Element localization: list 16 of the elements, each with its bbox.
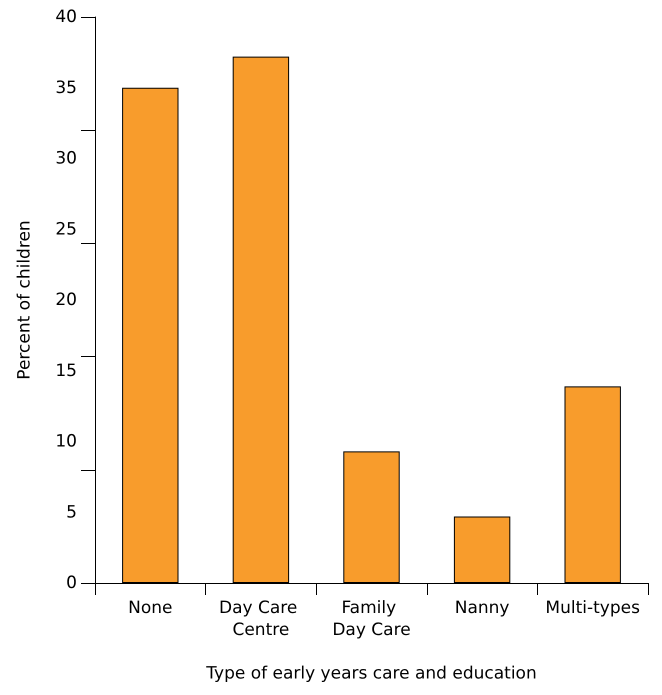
x-tick-label: Family Day Care bbox=[332, 598, 411, 640]
y-tick-label: 30 bbox=[55, 148, 77, 168]
y-tick-label: 40 bbox=[55, 7, 77, 27]
x-axis-title: Type of early years care and education bbox=[205, 664, 537, 684]
x-tick-label: Day Care Centre bbox=[219, 598, 303, 640]
y-tick-label: 10 bbox=[55, 432, 77, 452]
y-axis-title: Percent of children bbox=[14, 220, 34, 380]
y-tick-label: 35 bbox=[55, 78, 77, 98]
y-tick-label: 5 bbox=[66, 502, 77, 522]
x-tick-label: Multi-types bbox=[545, 598, 640, 618]
y-tick-label: 15 bbox=[55, 360, 77, 381]
y-tick-label: 0 bbox=[66, 573, 77, 593]
y-tick-label: 25 bbox=[55, 219, 77, 240]
x-tick-label: None bbox=[128, 598, 172, 618]
y-tick-label: 20 bbox=[55, 290, 77, 310]
x-tick-label: Nanny bbox=[454, 598, 510, 618]
